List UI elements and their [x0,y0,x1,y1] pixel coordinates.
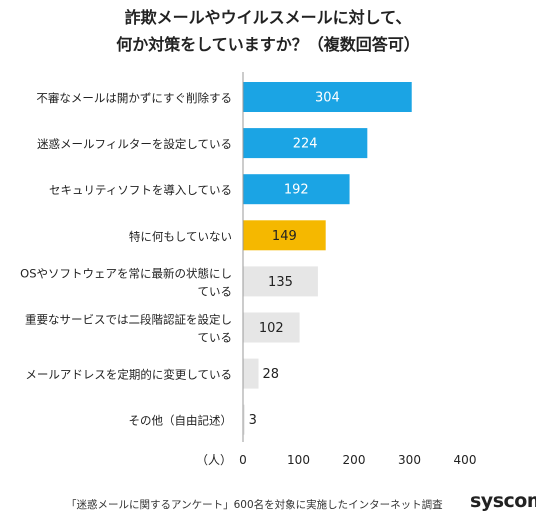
category-label: メールアドレスを定期的に変更している [25,368,232,382]
bar [243,128,368,159]
bar [243,312,300,343]
bar-value-label: 224 [293,137,318,152]
category-label: ている [198,284,233,298]
bar [243,266,318,297]
brand-logo: syscom [470,490,536,512]
x-tick-label: 0 [239,453,247,467]
category-label: 重要なサービスでは二段階認証を設定し [25,313,232,327]
bar-value-label: 192 [284,183,309,198]
bar [243,82,412,112]
bar-value-label: 3 [249,413,257,428]
bar-value-label: 304 [315,91,340,106]
x-tick-label: 300 [398,453,421,467]
bar [243,174,350,205]
survey-source-note: 「迷惑メールに関するアンケート」600名を対象に実施したインターネット調査 [66,499,443,511]
category-label: ている [198,331,233,345]
category-label: 特に何もしていない [129,229,232,243]
x-axis-unit-label: （人） [196,453,232,467]
bar [243,404,245,435]
category-label: その他（自由記述） [129,414,233,428]
bar-value-label: 135 [268,275,293,290]
bar [243,220,326,251]
bar [243,358,259,389]
x-tick-label: 200 [343,453,366,467]
chart-title-line-1: 詐欺メールやウイルスメールに対して、 [124,8,412,27]
category-label: 不審なメールは開かずにすぐ削除する [36,91,232,105]
category-label: OSやソフトウェアを常に最新の状態にし [20,266,232,280]
chart-title: 詐欺メールやウイルスメールに対して、 何か対策をしていますか？（複数回答可） [0,4,536,58]
bar-value-label: 28 [263,367,280,382]
bar-value-label: 149 [272,229,297,244]
x-tick-label: 400 [454,453,477,467]
category-label: 迷惑メールフィルターを設定している [37,137,232,151]
category-label: セキュリティソフトを導入している [49,183,232,197]
chart-title-line-2: 何か対策をしていますか？（複数回答可） [116,35,420,54]
x-tick-label: 100 [287,453,310,467]
bar-value-label: 102 [259,321,284,336]
